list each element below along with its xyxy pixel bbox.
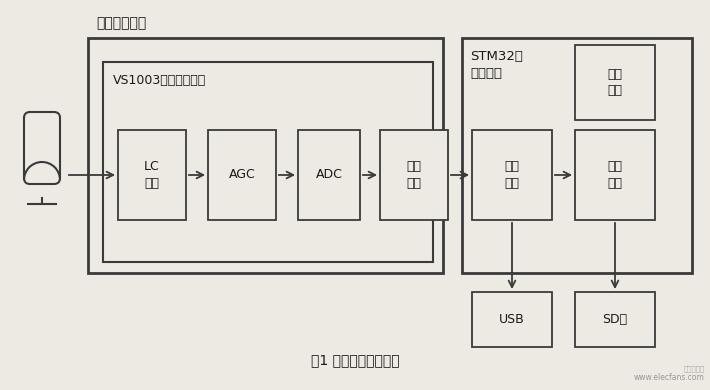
Text: 控制
程序: 控制 程序 bbox=[608, 67, 623, 98]
Text: SD卡: SD卡 bbox=[603, 313, 628, 326]
Text: STM32处
理器电路: STM32处 理器电路 bbox=[470, 50, 523, 80]
Text: www.elecfans.com: www.elecfans.com bbox=[634, 373, 705, 382]
Bar bbox=[575, 45, 655, 120]
Bar bbox=[472, 130, 552, 220]
Text: AGC: AGC bbox=[229, 168, 256, 181]
Bar bbox=[472, 292, 552, 347]
Text: VS1003语音处理芯片: VS1003语音处理芯片 bbox=[113, 74, 206, 87]
Text: LC
滤波: LC 滤波 bbox=[144, 160, 160, 190]
Bar bbox=[208, 130, 276, 220]
Text: ADC: ADC bbox=[315, 168, 342, 181]
Text: 录音
数据: 录音 数据 bbox=[505, 160, 520, 190]
Text: 图1 系统整体设计框图: 图1 系统整体设计框图 bbox=[311, 353, 399, 367]
Bar bbox=[103, 62, 433, 262]
Text: 电子发烧友: 电子发烧友 bbox=[684, 365, 705, 372]
Bar bbox=[462, 38, 692, 273]
Bar bbox=[575, 130, 655, 220]
Text: USB: USB bbox=[499, 313, 525, 326]
Bar bbox=[88, 38, 443, 273]
Bar bbox=[575, 292, 655, 347]
Text: 编码
处理: 编码 处理 bbox=[407, 160, 422, 190]
Bar bbox=[118, 130, 186, 220]
Text: 算法
加密: 算法 加密 bbox=[608, 160, 623, 190]
FancyBboxPatch shape bbox=[24, 112, 60, 184]
Bar bbox=[380, 130, 448, 220]
Text: 数字录音电路: 数字录音电路 bbox=[96, 16, 146, 30]
Bar bbox=[298, 130, 360, 220]
